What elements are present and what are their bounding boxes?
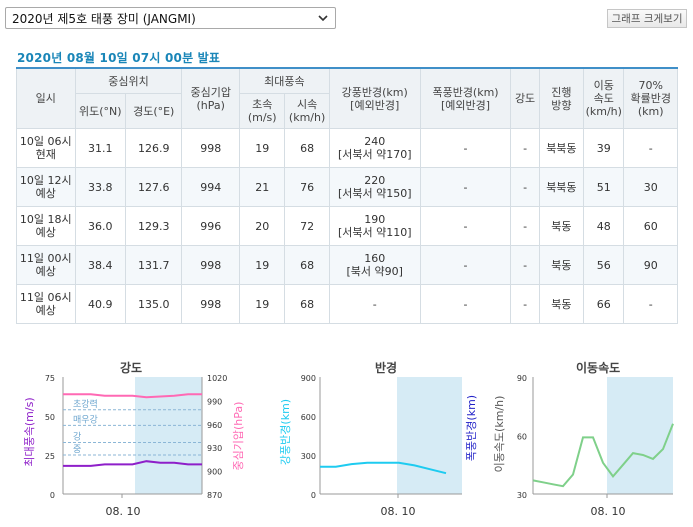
x-tick-label: 08. 10 — [381, 505, 416, 518]
table-row: 10일 12시 예상 33.8 127.6 994 21 76 220 [서북서 약150]… — [16, 167, 678, 207]
x-tick-label: 08. 10 — [591, 505, 626, 518]
th-intensity: 강도 — [510, 67, 540, 129]
band-label: 매우강 — [73, 414, 98, 425]
cell-lon: 127.6 — [124, 167, 183, 207]
chevron-down-icon — [318, 15, 328, 22]
graph-enlarge-button[interactable]: 그래프 크게보기 — [607, 9, 687, 28]
cell-kmh: 68 — [284, 128, 330, 168]
y-tick-label: 25 — [45, 452, 55, 461]
cell-intensity: - — [510, 245, 540, 285]
cell-pressure: 998 — [181, 128, 240, 168]
cell-strong: 220 [서북서 약150] — [328, 167, 421, 207]
cell-lon: 135.0 — [124, 284, 183, 324]
forecast-shade — [397, 377, 462, 494]
cell-speed: 66 — [583, 284, 625, 324]
cell-prob: 30 — [623, 167, 678, 207]
cell-lat: 36.0 — [74, 206, 126, 246]
cell-ms: 19 — [238, 128, 286, 168]
cell-time: 10일 12시 예상 — [16, 167, 76, 207]
cell-pressure: 996 — [181, 206, 240, 246]
typhoon-select-value: 2020년 제5호 태풍 장미 (JANGMI) — [12, 11, 196, 26]
cell-speed: 48 — [583, 206, 625, 246]
cell-intensity: - — [510, 206, 540, 246]
th-prob-radius: 70% 확률반경 (km) — [623, 67, 678, 129]
cell-prob: 90 — [623, 245, 678, 285]
cell-storm: - — [419, 284, 512, 324]
y2-tick-label: 930 — [207, 444, 222, 453]
cell-intensity: - — [510, 128, 540, 168]
y2-tick-label: 960 — [207, 421, 222, 430]
y-axis-label: 강풍반경(km) — [279, 399, 292, 465]
cell-speed: 56 — [583, 245, 625, 285]
cell-kmh: 76 — [284, 167, 330, 207]
y-axis-label: 최대풍속(m/s) — [23, 397, 36, 466]
x-tick-label: 08. 10 — [106, 505, 141, 518]
cell-storm: - — [419, 245, 512, 285]
th-strong-radius: 강풍반경(km) [예외반경] — [328, 67, 421, 129]
chart-title-strength: 강도 — [120, 361, 143, 375]
chart-title-radius: 반경 — [375, 361, 398, 375]
cell-lat: 40.9 — [74, 284, 126, 324]
cell-time: 11일 00시 예상 — [16, 245, 76, 285]
cell-lat: 31.1 — [74, 128, 126, 168]
y-tick-label: 50 — [45, 413, 55, 422]
cell-lon: 129.3 — [124, 206, 183, 246]
speed-line — [532, 423, 674, 488]
y-axis-label: 이동속도(km/h) — [493, 396, 506, 473]
y2-axis-label: 중심기압(hPa) — [232, 402, 245, 471]
y-tick-label: 90 — [517, 374, 527, 383]
typhoon-table: 일시 중심위치 중심기압 (hPa) 최대풍속 강풍반경(km) [예외반경] … — [16, 67, 678, 324]
y-tick-label: 600 — [301, 413, 316, 422]
band-label: 중 — [73, 444, 81, 455]
th-center-pos: 중심위치 — [74, 67, 183, 94]
y-tick-label: 0 — [311, 491, 316, 500]
y-tick-label: 900 — [301, 374, 316, 383]
band-label: 초강력 — [73, 398, 98, 410]
typhoon-select[interactable]: 2020년 제5호 태풍 장미 (JANGMI) — [5, 7, 336, 29]
y-tick-label: 60 — [517, 433, 527, 442]
th-wind-kmh: 시속 (km/h) — [284, 93, 330, 129]
cell-kmh: 68 — [284, 245, 330, 285]
th-storm-radius: 폭풍반경(km) [예외반경] — [419, 67, 512, 129]
cell-time: 10일 06시 현재 — [16, 128, 76, 168]
cell-speed: 51 — [583, 167, 625, 207]
cell-kmh: 68 — [284, 284, 330, 324]
wind-line — [63, 460, 202, 467]
y2-tick-label: 900 — [207, 468, 222, 477]
th-pressure: 중심기압 (hPa) — [181, 67, 240, 129]
table-row: 10일 06시 현재 31.1 126.9 998 19 68 240 [서북서 약170]… — [16, 128, 678, 168]
y2-axis-label: 폭풍반경(km) — [465, 395, 478, 461]
cell-lat: 38.4 — [74, 245, 126, 285]
announcement-title: 2020년 08월 10일 07시 00분 발표 — [17, 51, 221, 65]
cell-intensity: - — [510, 284, 540, 324]
cell-time: 11일 06시 예상 — [16, 284, 76, 324]
y-tick-label: 30 — [517, 491, 527, 500]
cell-strong: - — [328, 284, 421, 324]
table-row: 11일 06시 예상 40.9 135.0 998 19 68- - - 북동 66- — [16, 284, 678, 324]
cell-strong: 160 [북서 약90] — [328, 245, 421, 285]
table-body: 10일 06시 현재 31.1 126.9 998 19 68 240 [서북서 약170]… — [16, 128, 678, 324]
pressure-line — [63, 393, 202, 399]
chart-title-speed: 이동속도 — [576, 361, 621, 375]
cell-pressure: 994 — [181, 167, 240, 207]
band-label: 강 — [73, 432, 81, 443]
cell-storm: - — [419, 167, 512, 207]
cell-prob: - — [623, 284, 678, 324]
y-tick-label: 300 — [301, 452, 316, 461]
y2-tick-label: 990 — [207, 397, 222, 406]
table-row: 11일 00시 예상 38.4 131.7 998 19 68 160 [북서 약90] - -… — [16, 245, 678, 285]
th-wind-ms: 초속 (m/s) — [238, 93, 286, 129]
th-lon: 경도(°E) — [124, 93, 183, 129]
cell-intensity: - — [510, 167, 540, 207]
y-tick-label: 0 — [50, 491, 55, 500]
cell-prob: 60 — [623, 206, 678, 246]
cell-dir: 북동 — [538, 284, 585, 324]
y-tick-label: 75 — [45, 374, 55, 383]
y2-tick-label: 1020 — [207, 374, 227, 383]
radius-line — [320, 461, 447, 475]
y2-tick-label: 870 — [207, 491, 222, 500]
th-time: 일시 — [16, 67, 76, 129]
forecast-shade — [607, 377, 673, 494]
